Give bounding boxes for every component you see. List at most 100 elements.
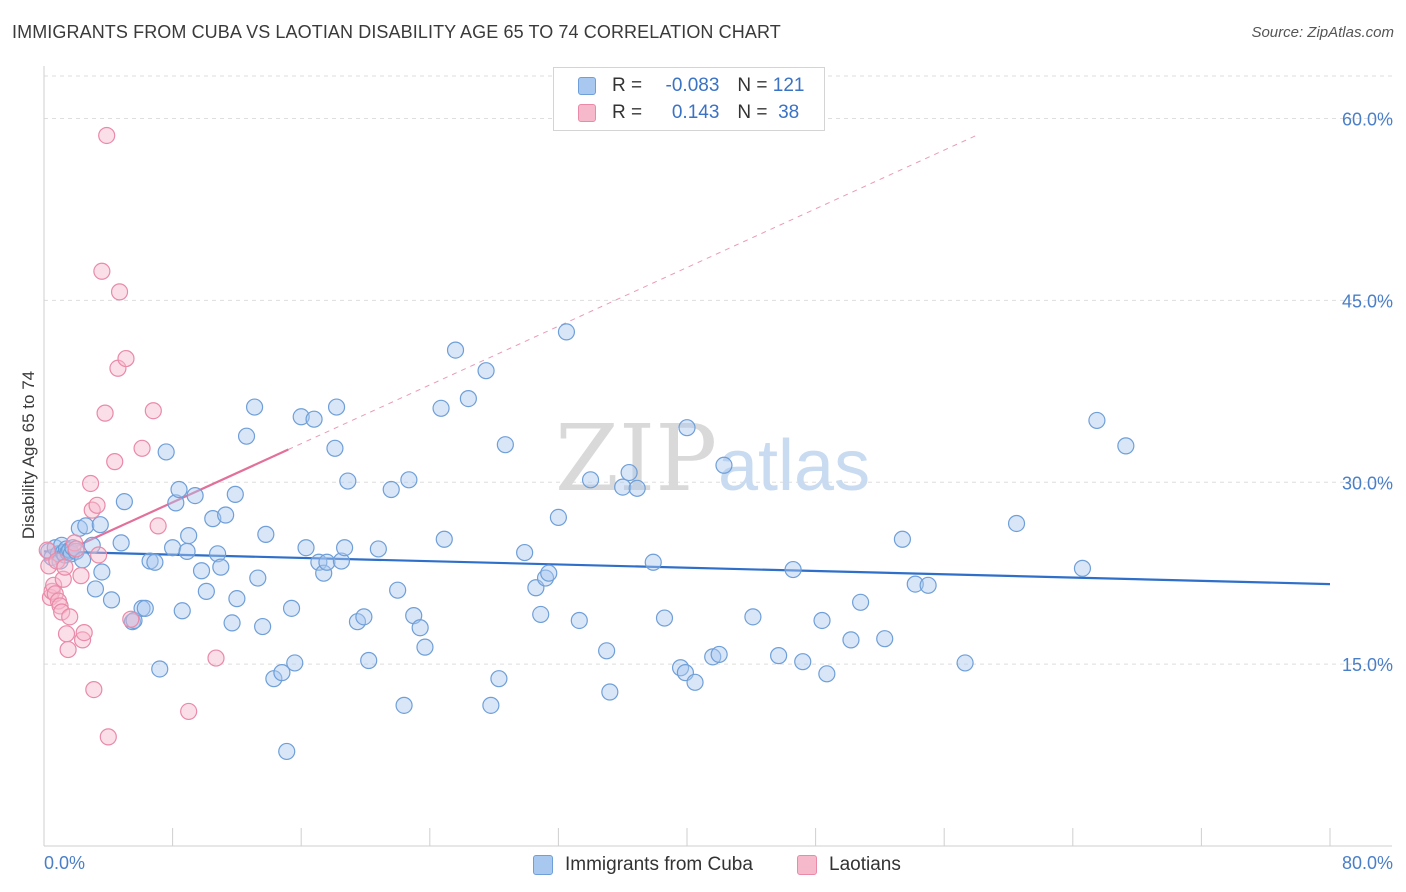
- point-cuba: [382, 480, 400, 499]
- point-cuba: [226, 485, 244, 503]
- legend-swatch-laotians: [578, 104, 596, 122]
- point-laotians: [65, 534, 84, 552]
- point-cuba: [77, 517, 95, 535]
- point-cuba: [282, 599, 301, 617]
- point-cuba: [496, 436, 514, 454]
- tick-labels: 15.0% 30.0% 45.0% 60.0% 0.0% 80.0%: [44, 110, 1393, 874]
- y-tick-label: 60.0%: [1342, 110, 1393, 130]
- point-cuba: [906, 575, 924, 593]
- point-cuba: [598, 642, 616, 660]
- point-cuba: [170, 480, 188, 499]
- point-cuba: [217, 506, 235, 524]
- bottom-legend-laotians: Laotians: [797, 852, 901, 878]
- point-cuba: [115, 493, 133, 511]
- point-cuba: [570, 611, 588, 630]
- point-cuba: [164, 539, 182, 557]
- point-cuba: [784, 560, 802, 579]
- point-cuba: [516, 543, 534, 562]
- point-cuba: [770, 647, 788, 665]
- point-cuba: [173, 602, 191, 620]
- point-cuba: [315, 564, 333, 582]
- watermark: ZIP atlas: [555, 405, 870, 512]
- point-cuba: [818, 665, 836, 683]
- point-cuba: [1088, 411, 1106, 430]
- bottom-legend-swatch-laotians: [797, 855, 817, 875]
- point-cuba: [223, 614, 241, 632]
- point-cuba: [212, 558, 230, 576]
- point-cuba: [459, 389, 477, 408]
- axes: [43, 66, 1392, 847]
- point-cuba: [273, 664, 291, 682]
- point-cuba: [186, 486, 204, 505]
- point-cuba: [369, 540, 387, 558]
- point-cuba: [136, 599, 154, 617]
- point-laotians: [144, 402, 162, 420]
- point-cuba: [842, 631, 860, 649]
- point-laotians: [61, 608, 79, 626]
- point-cuba: [744, 608, 762, 626]
- point-cuba: [549, 508, 568, 527]
- point-cuba: [318, 553, 336, 571]
- y-axis-label: Disability Age 65 to 74: [19, 371, 38, 539]
- point-cuba: [581, 471, 600, 489]
- legend-n-label: N =: [737, 102, 768, 123]
- point-cuba: [715, 456, 733, 474]
- point-laotians: [82, 474, 100, 493]
- point-cuba: [278, 742, 296, 761]
- point-laotians: [133, 439, 151, 457]
- point-cuba: [286, 654, 304, 672]
- point-laotians: [90, 546, 108, 564]
- point-cuba: [876, 630, 894, 648]
- x-tick-label: 80.0%: [1342, 853, 1393, 873]
- point-cuba: [91, 516, 109, 534]
- watermark-atlas: atlas: [718, 426, 870, 506]
- point-laotians: [180, 702, 198, 721]
- y-tick-label: 30.0%: [1342, 473, 1393, 493]
- bottom-legend-label-cuba: Immigrants from Cuba: [565, 854, 753, 875]
- point-laotians: [59, 640, 77, 659]
- legend-r-value: 0.143: [671, 102, 720, 123]
- bottom-legend-label-laotians: Laotians: [829, 854, 901, 875]
- point-laotians: [85, 680, 103, 699]
- point-cuba: [614, 478, 632, 496]
- point-cuba: [710, 645, 728, 664]
- legend-n-value: 121: [772, 75, 805, 96]
- point-laotians: [117, 349, 135, 368]
- point-cuba: [254, 617, 272, 636]
- point-cuba: [813, 611, 831, 630]
- point-cuba: [157, 443, 175, 461]
- point-cuba: [435, 530, 453, 548]
- point-cuba: [540, 564, 558, 582]
- point-cuba: [178, 542, 196, 560]
- point-cuba: [1007, 514, 1026, 533]
- grid-lines: [44, 75, 1392, 665]
- point-cuba: [482, 696, 500, 714]
- bottom-legend-swatch-cuba: [533, 855, 553, 875]
- point-cuba: [197, 582, 215, 600]
- point-cuba: [557, 323, 576, 341]
- point-cuba: [297, 539, 315, 557]
- point-cuba: [919, 576, 937, 594]
- data-points: [38, 126, 1135, 761]
- point-cuba: [1073, 559, 1092, 577]
- point-laotians: [207, 649, 225, 667]
- point-cuba: [655, 609, 674, 627]
- point-cuba: [151, 660, 169, 678]
- point-laotians: [53, 603, 71, 621]
- point-cuba: [956, 654, 974, 672]
- point-cuba: [601, 683, 619, 701]
- point-cuba: [893, 530, 912, 548]
- point-cuba: [237, 427, 256, 445]
- watermark-zip: ZIP: [555, 405, 717, 512]
- point-cuba: [620, 463, 638, 482]
- point-cuba: [332, 552, 350, 570]
- point-cuba: [678, 419, 696, 437]
- point-cuba: [86, 580, 105, 598]
- point-cuba: [167, 494, 185, 512]
- point-cuba: [416, 638, 434, 656]
- point-cuba: [446, 341, 465, 359]
- point-cuba: [628, 479, 646, 497]
- y-tick-label: 15.0%: [1342, 655, 1393, 675]
- point-laotians: [98, 126, 116, 145]
- point-cuba: [686, 673, 704, 691]
